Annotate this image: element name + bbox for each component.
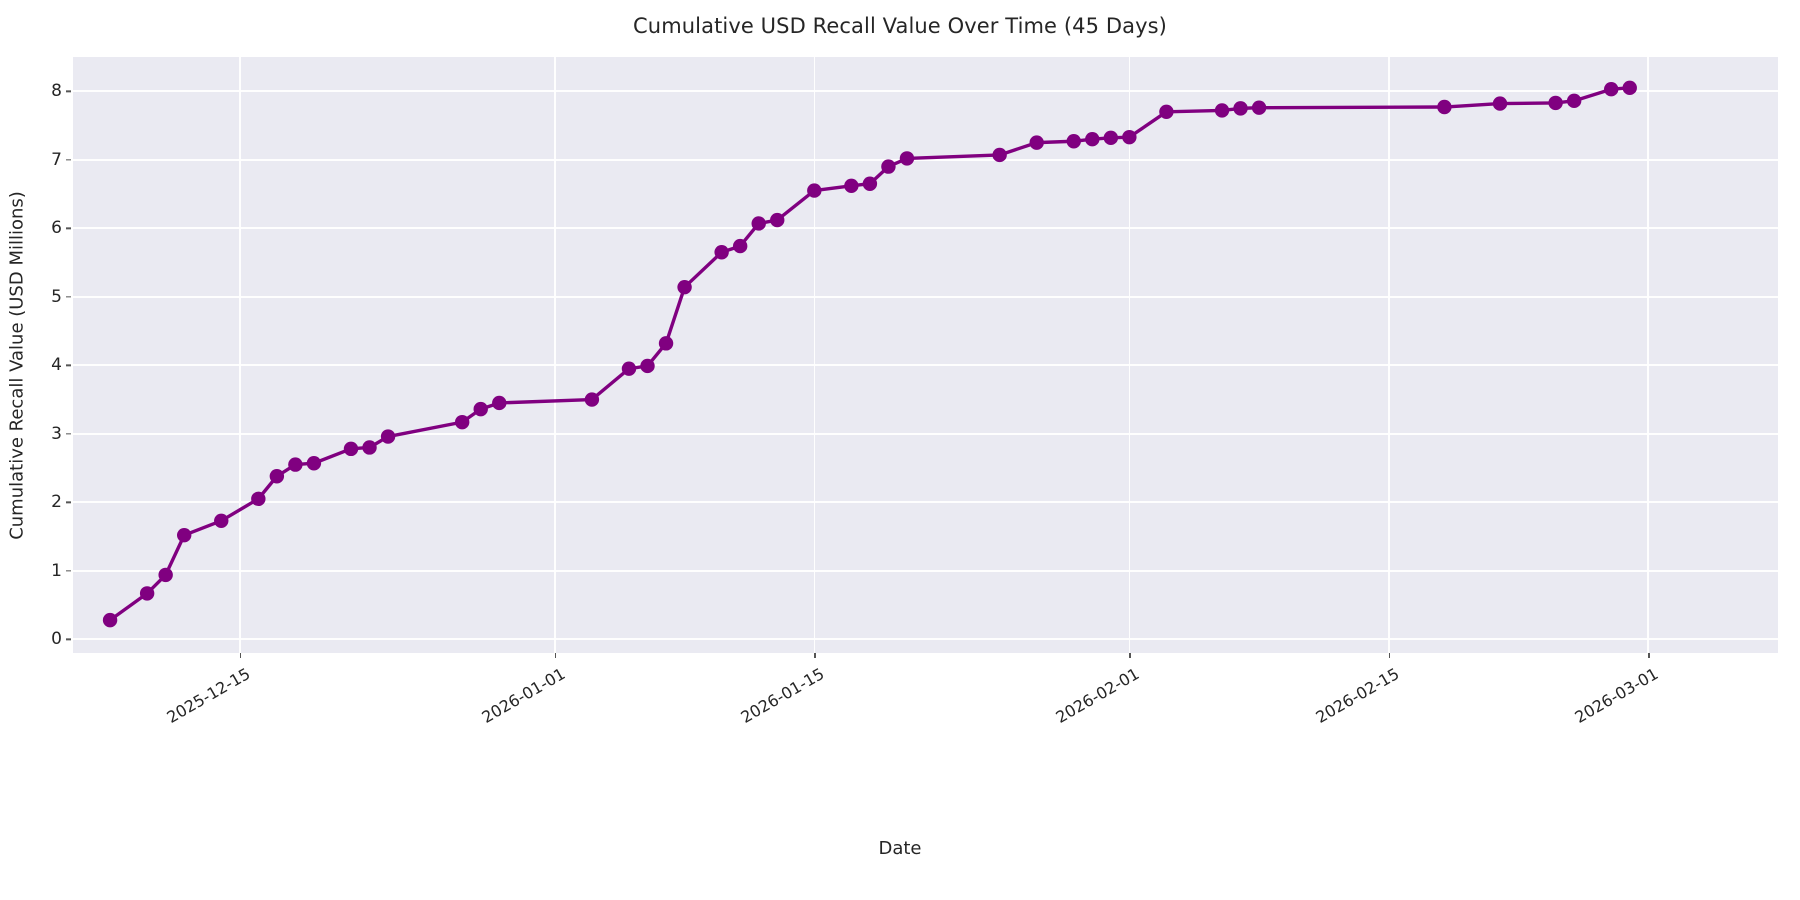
data-point bbox=[862, 176, 878, 191]
data-point bbox=[343, 441, 359, 457]
gridline-horizontal bbox=[73, 295, 1778, 298]
data-point bbox=[640, 358, 655, 374]
data-point bbox=[251, 491, 266, 507]
gridline-vertical bbox=[1128, 57, 1131, 653]
data-point bbox=[992, 147, 1007, 163]
y-axis-tick-mark bbox=[66, 296, 71, 298]
x-axis-tick-mark bbox=[554, 653, 557, 658]
x-axis-tick-mark bbox=[1129, 653, 1131, 658]
data-point bbox=[1066, 134, 1081, 149]
data-point bbox=[714, 245, 729, 260]
gridline-vertical bbox=[554, 57, 556, 653]
gridline-vertical bbox=[238, 57, 241, 653]
y-axis-tick-mark bbox=[66, 501, 71, 503]
x-axis-tick-label: 2026-01-15 bbox=[737, 664, 828, 727]
data-point bbox=[306, 456, 322, 471]
data-point bbox=[584, 392, 600, 407]
data-point bbox=[1548, 95, 1563, 111]
y-axis-tick-mark bbox=[66, 433, 71, 435]
x-axis-tick-label: 2026-01-01 bbox=[478, 664, 569, 727]
data-point bbox=[362, 440, 377, 455]
x-axis-tick-mark bbox=[1388, 653, 1391, 658]
data-point bbox=[751, 216, 766, 231]
data-point bbox=[1085, 132, 1100, 147]
series-markers bbox=[102, 80, 1637, 628]
series-line bbox=[108, 86, 1632, 622]
x-axis-tick-mark bbox=[1648, 653, 1650, 658]
data-point bbox=[158, 567, 173, 583]
data-point bbox=[473, 401, 488, 417]
gridline-horizontal bbox=[73, 501, 1778, 504]
x-axis-tick-mark bbox=[239, 653, 242, 658]
y-axis-tick-label: 0 bbox=[51, 629, 62, 650]
data-point bbox=[269, 469, 285, 484]
y-axis-tick-label: 7 bbox=[51, 149, 62, 170]
gridline-vertical bbox=[1388, 57, 1390, 653]
data-point bbox=[454, 414, 470, 430]
gridline-horizontal bbox=[73, 364, 1778, 367]
data-point bbox=[807, 183, 822, 198]
data-point bbox=[658, 336, 674, 351]
data-point bbox=[1159, 104, 1174, 119]
y-axis-tick-mark bbox=[66, 364, 71, 366]
gridline-horizontal bbox=[73, 90, 1778, 93]
data-series-cumulative-recall-value bbox=[102, 80, 1637, 628]
y-axis-tick-label: 5 bbox=[51, 286, 62, 307]
y-axis-tick-label: 8 bbox=[51, 81, 62, 102]
data-point bbox=[1103, 130, 1119, 146]
data-point bbox=[492, 395, 507, 411]
y-axis-tick-mark bbox=[66, 90, 71, 92]
data-point bbox=[288, 457, 303, 472]
data-point bbox=[1492, 96, 1508, 111]
y-axis-tick-mark bbox=[66, 159, 71, 161]
data-point bbox=[1622, 80, 1637, 96]
data-point bbox=[177, 527, 192, 543]
y-axis-tick-label: 1 bbox=[51, 560, 62, 581]
x-axis-tick-label: 2026-03-01 bbox=[1571, 664, 1662, 727]
x-axis-tick-label: 2026-02-15 bbox=[1312, 664, 1403, 727]
y-axis-tick-label: 2 bbox=[51, 492, 62, 513]
y-axis-tick-label: 4 bbox=[51, 355, 62, 376]
gridline-horizontal bbox=[73, 432, 1778, 435]
data-point bbox=[881, 159, 896, 174]
data-point bbox=[770, 212, 785, 228]
data-point bbox=[1566, 93, 1582, 109]
y-axis-tick-label: 6 bbox=[51, 218, 62, 239]
data-point bbox=[214, 513, 229, 528]
x-axis-label: Date bbox=[878, 838, 922, 859]
y-axis-tick-mark bbox=[66, 227, 71, 229]
data-point bbox=[899, 151, 915, 166]
data-point bbox=[677, 279, 692, 295]
data-point bbox=[621, 361, 637, 376]
data-point bbox=[139, 586, 155, 601]
gridline-horizontal bbox=[73, 638, 1778, 641]
x-axis-tick-label: 2025-12-15 bbox=[163, 664, 254, 727]
gridline-horizontal bbox=[73, 227, 1778, 230]
data-point bbox=[1437, 99, 1452, 115]
plot-area bbox=[73, 57, 1778, 653]
data-point bbox=[1029, 135, 1044, 150]
data-point bbox=[380, 429, 396, 444]
data-point bbox=[844, 178, 859, 193]
y-axis-tick-mark bbox=[66, 570, 71, 572]
y-axis-tick-mark bbox=[66, 638, 71, 640]
data-point bbox=[732, 238, 748, 254]
y-axis-tick-label: 3 bbox=[51, 423, 62, 444]
gridline-vertical bbox=[1647, 57, 1650, 653]
gridline-horizontal bbox=[73, 569, 1778, 572]
x-axis-tick-mark bbox=[814, 653, 816, 658]
gridline-horizontal bbox=[73, 158, 1778, 161]
data-point bbox=[1122, 129, 1137, 145]
chart-title: Cumulative USD Recall Value Over Time (4… bbox=[633, 14, 1167, 38]
gridline-vertical bbox=[813, 57, 816, 653]
data-point bbox=[1604, 82, 1619, 97]
data-point bbox=[1233, 101, 1248, 116]
x-axis-tick-label: 2026-02-01 bbox=[1052, 664, 1143, 727]
data-point bbox=[102, 612, 118, 628]
data-point bbox=[1214, 103, 1230, 118]
data-point bbox=[1251, 100, 1267, 115]
